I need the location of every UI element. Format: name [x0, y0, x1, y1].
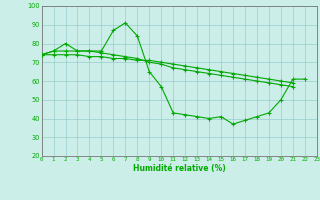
X-axis label: Humidité relative (%): Humidité relative (%): [133, 164, 226, 173]
